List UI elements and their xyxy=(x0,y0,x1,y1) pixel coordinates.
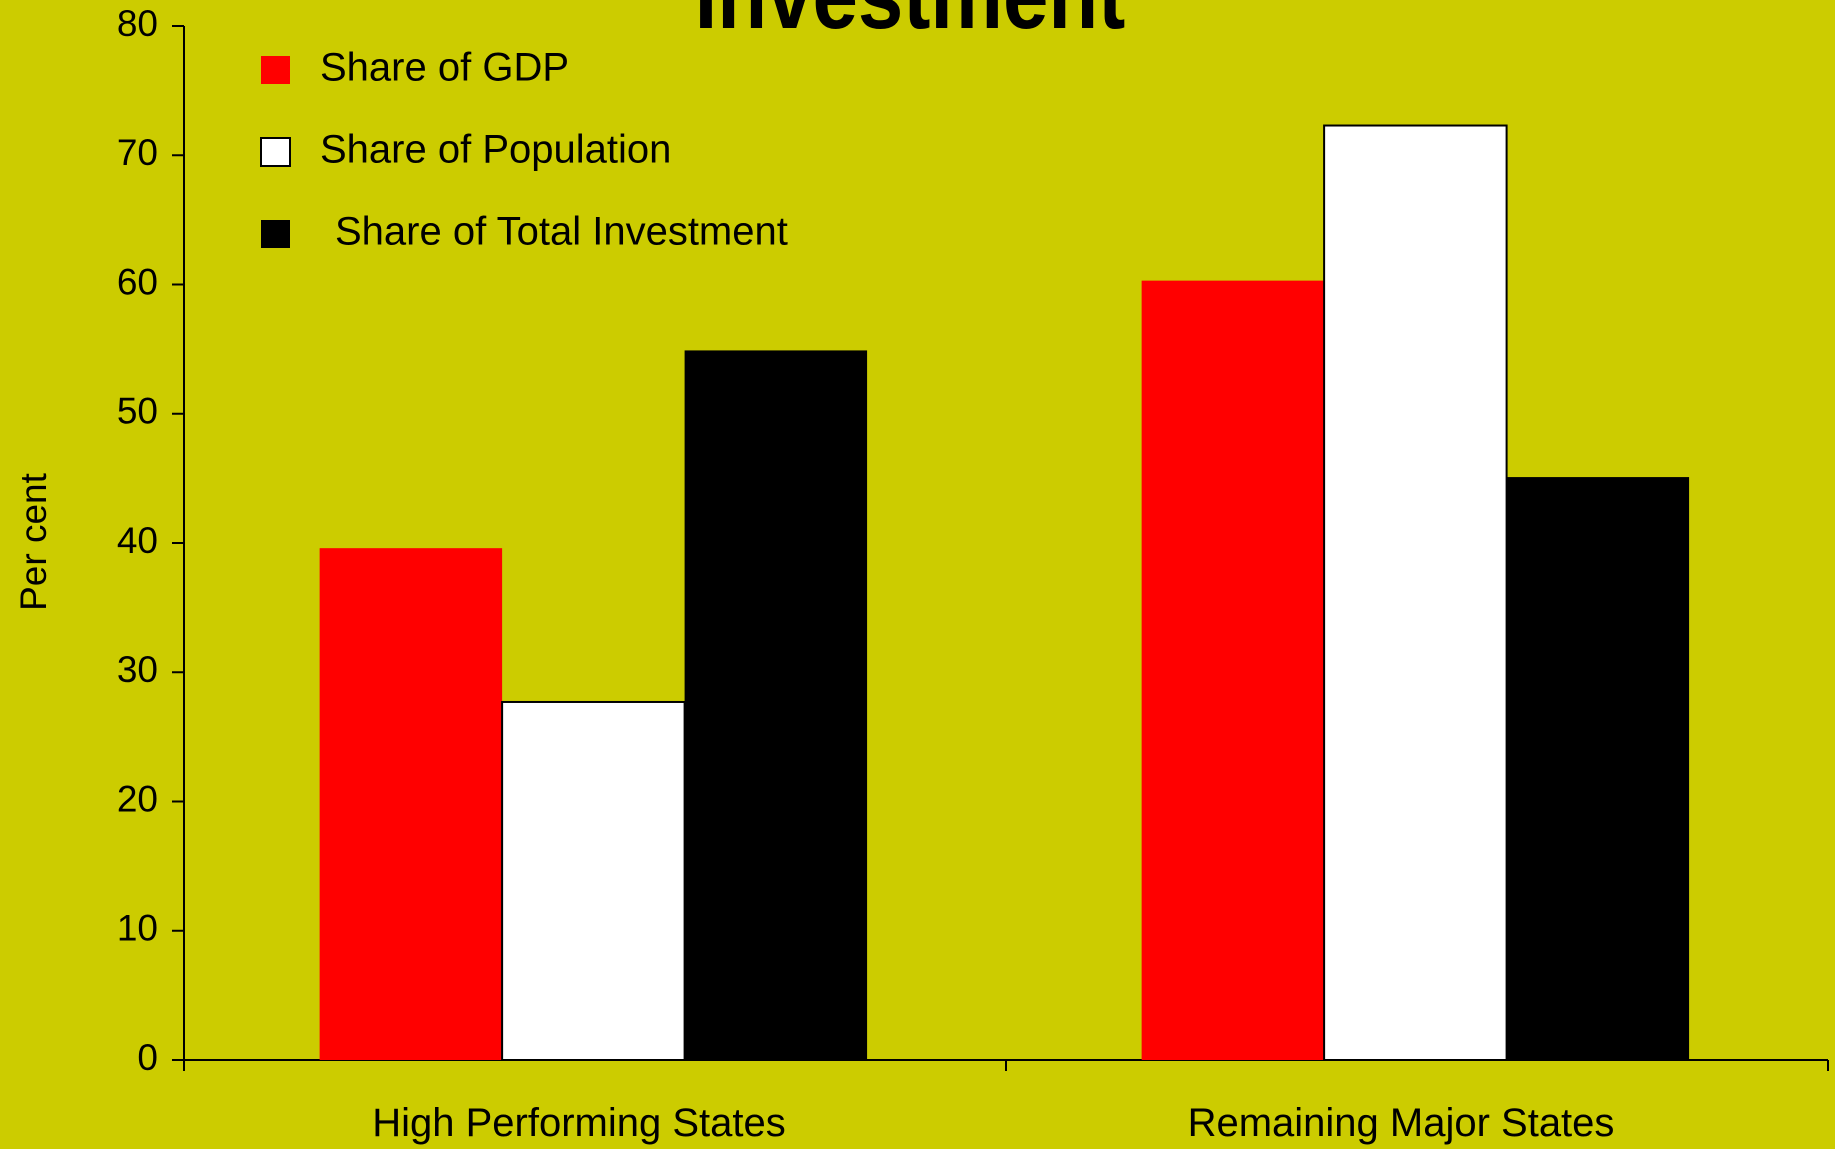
y-tick-label: 30 xyxy=(117,649,158,690)
bar xyxy=(501,700,686,1061)
y-tick-label: 0 xyxy=(137,1037,158,1078)
x-tick-label: Remaining Major States xyxy=(1188,1101,1615,1145)
bar xyxy=(1323,124,1508,1061)
y-tick-label: 10 xyxy=(117,908,158,949)
bar xyxy=(684,350,868,1061)
bar xyxy=(319,548,503,1060)
legend-swatch xyxy=(260,137,291,167)
legend-label: Share of Population xyxy=(320,128,671,172)
y-tick-label: 20 xyxy=(117,778,158,819)
legend-swatch xyxy=(261,56,290,84)
x-tick-label: High Performing States xyxy=(372,1101,786,1145)
legend-label: Share of GDP xyxy=(320,46,569,90)
y-tick-label: 50 xyxy=(117,391,158,432)
legend-label: Share of Total Investment xyxy=(335,210,788,254)
bar xyxy=(1506,477,1690,1060)
y-tick-label: 70 xyxy=(117,132,158,173)
y-axis-label: Per cent xyxy=(13,472,54,611)
bar xyxy=(1141,280,1325,1060)
y-tick-label: 80 xyxy=(117,3,158,44)
y-tick-label: 40 xyxy=(117,520,158,561)
chart-title: Investment xyxy=(695,0,1126,48)
y-tick-label: 60 xyxy=(117,261,158,302)
legend-swatch xyxy=(261,220,290,248)
